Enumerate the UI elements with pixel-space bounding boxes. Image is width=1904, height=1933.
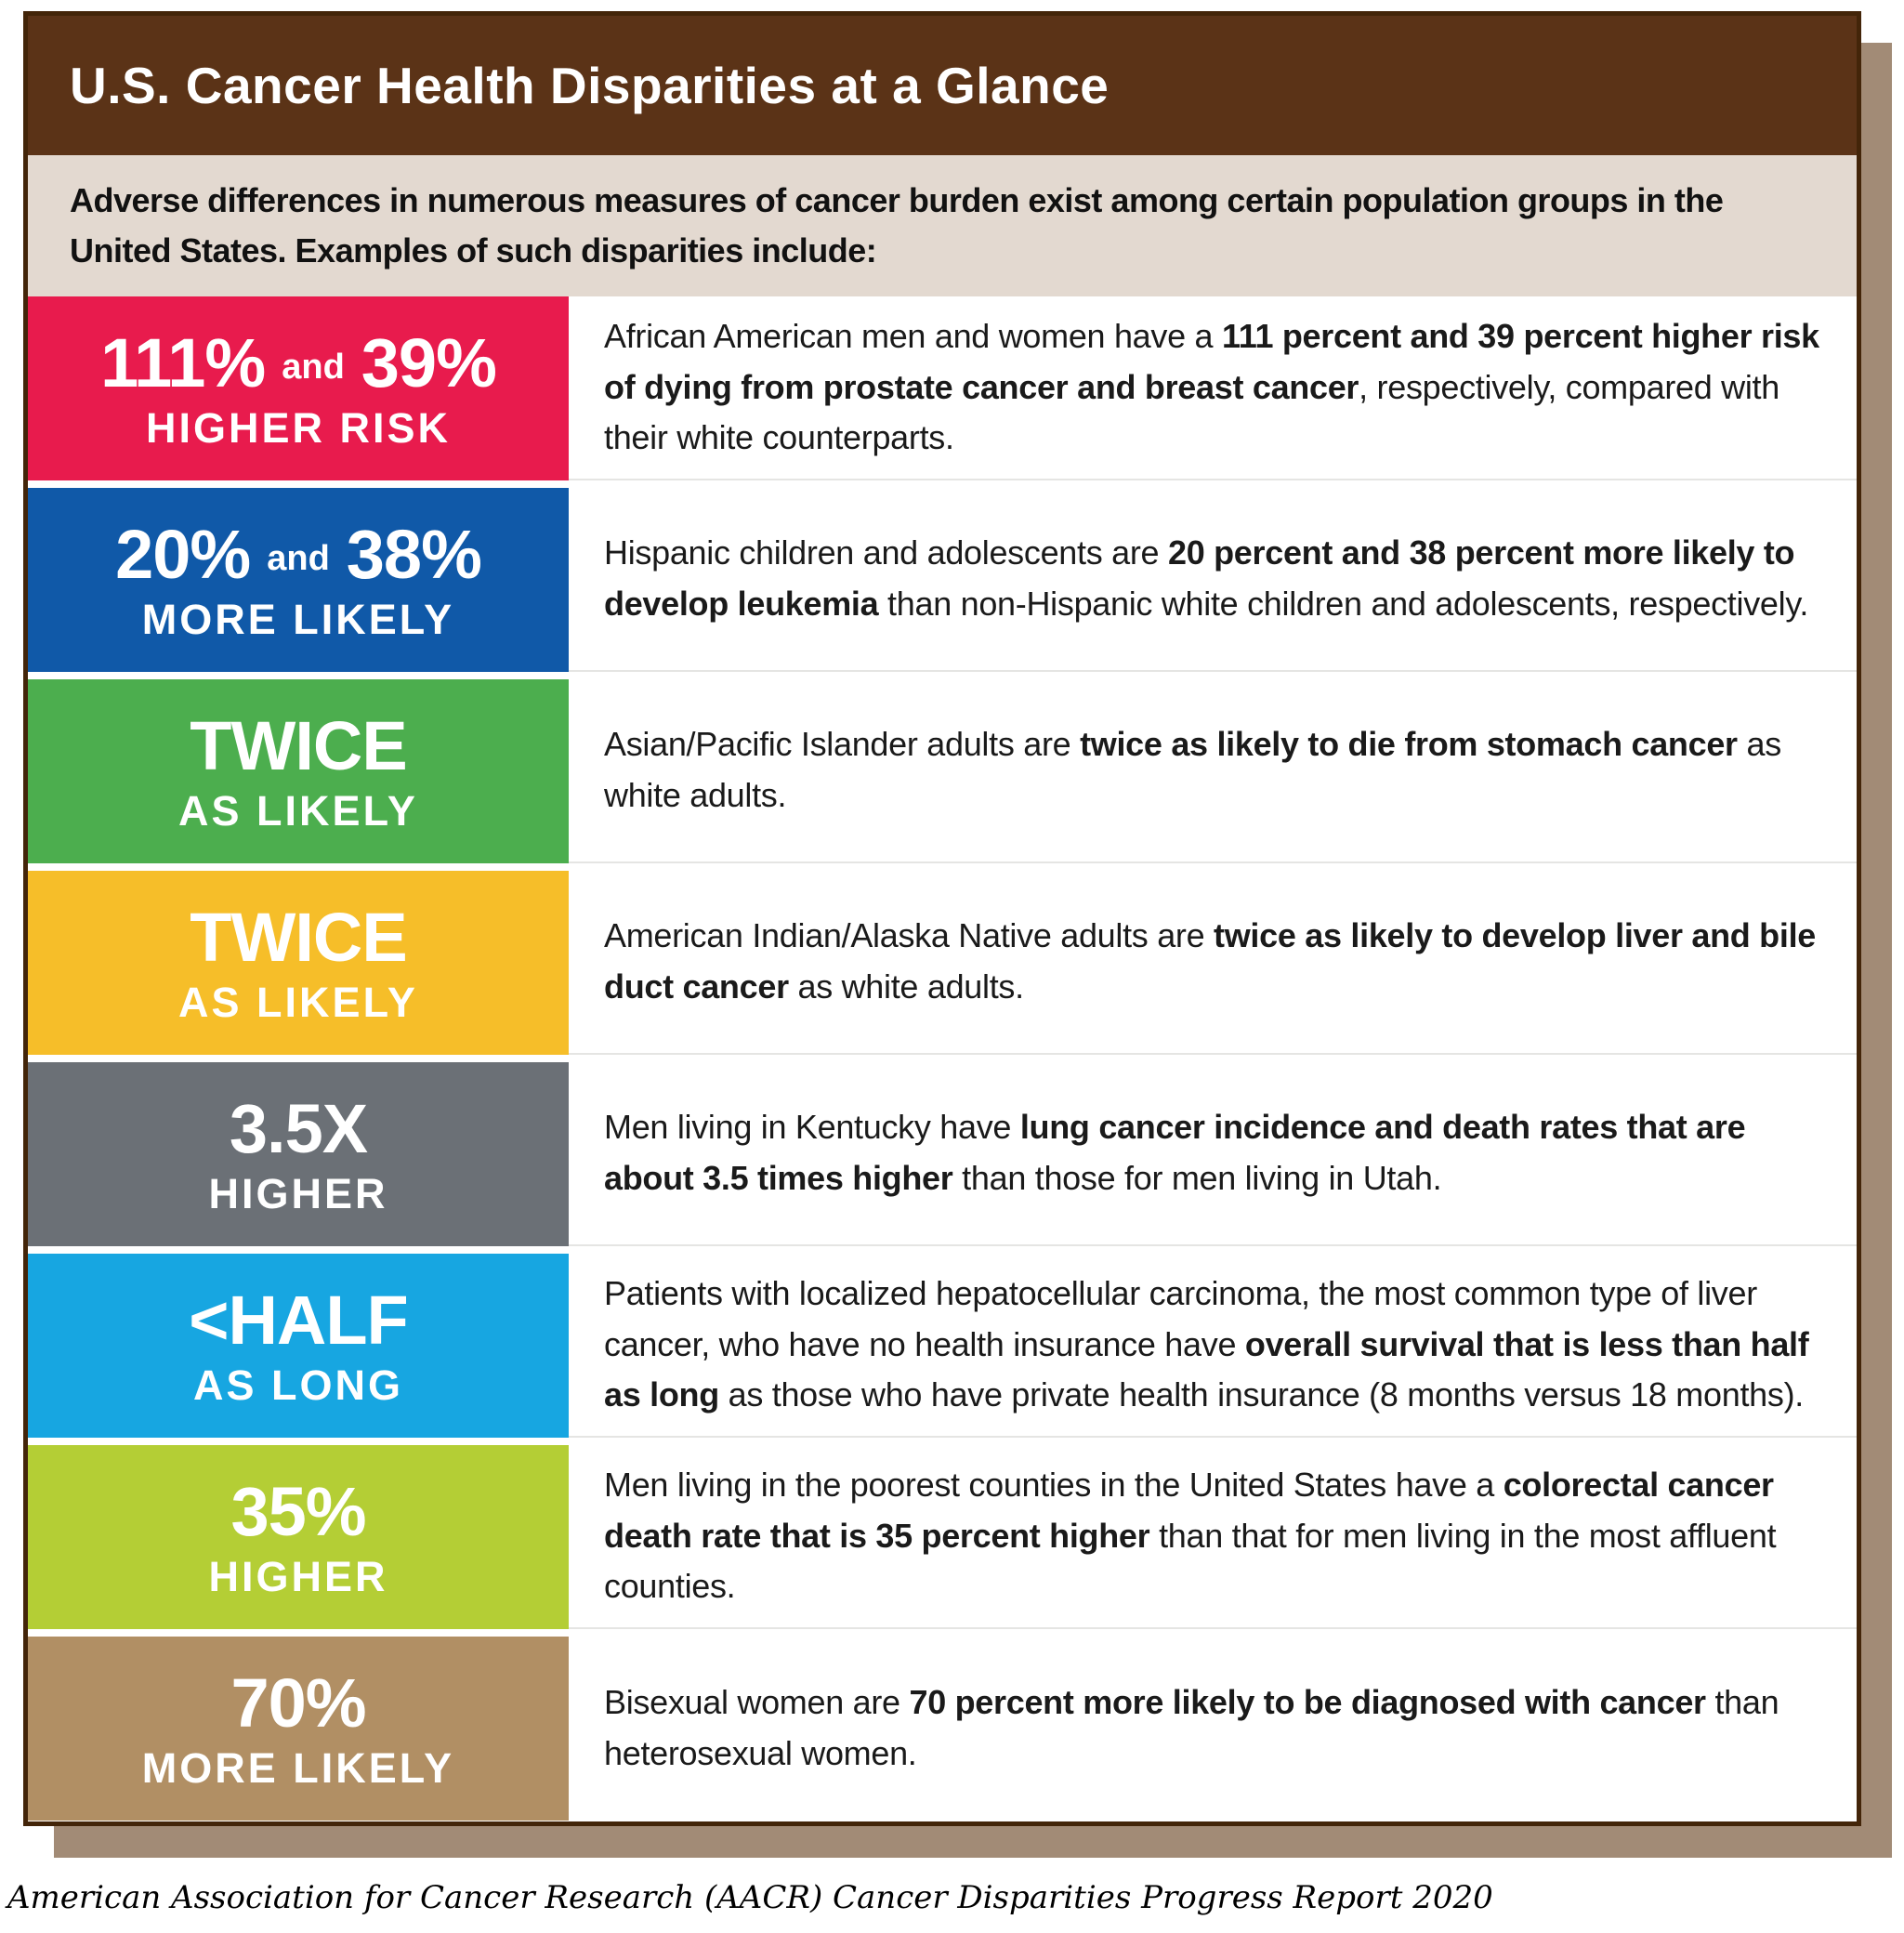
stat-label: AS LONG: [192, 1361, 403, 1409]
description-cell: Bisexual women are 70 percent more likel…: [569, 1637, 1857, 1821]
stat-value: 39%: [361, 323, 497, 401]
intro-text: Adverse differences in numerous measures…: [70, 181, 1724, 270]
description-cell: Patients with localized hepatocellular c…: [569, 1254, 1857, 1438]
stat-headline: TWICE: [190, 898, 407, 976]
stat-value: TWICE: [190, 706, 407, 784]
infographic-card: U.S. Cancer Health Disparities at a Glan…: [23, 11, 1861, 1826]
stat-value: <HALF: [189, 1281, 408, 1359]
description-cell: Asian/Pacific Islander adults are twice …: [569, 679, 1857, 863]
description-bold-segment: lung cancer incidence and death rates th…: [604, 1108, 1746, 1197]
description-segment: Patients with localized hepatocellular c…: [604, 1273, 1757, 1363]
description-segment: than heterosexual women.: [604, 1683, 1779, 1772]
stat-value: 70%: [230, 1663, 366, 1742]
description-segment: Men living in the poorest counties in th…: [604, 1465, 1504, 1504]
description-segment: Bisexual women are: [604, 1683, 910, 1722]
description-bold-segment: twice as likely to die from stomach canc…: [1080, 725, 1738, 764]
description-text: Men living in the poorest counties in th…: [604, 1460, 1829, 1612]
description-segment: than those for men living in Utah.: [952, 1159, 1442, 1197]
stat-box: TWICE AS LIKELY: [28, 679, 569, 863]
description-text: American Indian/Alaska Native adults are…: [604, 911, 1829, 1012]
stat-value: 20%: [115, 515, 251, 593]
stat-label: AS LIKELY: [178, 978, 418, 1026]
stat-box: 111% and 39% HIGHER RISK: [28, 296, 569, 480]
description-bold-segment: colorectal cancer death rate that is 35 …: [604, 1465, 1774, 1555]
description-cell: African American men and women have a 11…: [569, 296, 1857, 480]
description-text: Patients with localized hepatocellular c…: [604, 1269, 1829, 1421]
description-segment: than that for men living in the most aff…: [604, 1516, 1777, 1606]
description-cell: Men living in the poorest counties in th…: [569, 1445, 1857, 1629]
description-bold-segment: 70 percent more likely to be diagnosed w…: [909, 1683, 1706, 1722]
description-cell: American Indian/Alaska Native adults are…: [569, 871, 1857, 1055]
stat-box: 20% and 38% MORE LIKELY: [28, 488, 569, 672]
intro-banner: Adverse differences in numerous measures…: [28, 155, 1857, 296]
page-title: U.S. Cancer Health Disparities at a Glan…: [70, 57, 1110, 114]
stat-box: 35% HIGHER: [28, 1445, 569, 1629]
description-bold-segment: 20 percent and 38 percent more likely to…: [604, 533, 1795, 623]
stat-value: TWICE: [190, 898, 407, 976]
stat-value: 38%: [346, 515, 482, 593]
description-bold-segment: 111 percent and 39 percent higher risk o…: [604, 316, 1819, 406]
stat-headline: 111% and 39%: [100, 323, 497, 401]
disparity-row: 111% and 39% HIGHER RISK African American …: [28, 296, 1857, 480]
description-segment: Asian/Pacific Islander adults are: [604, 725, 1081, 764]
description-cell: Hispanic children and adolescents are 20…: [569, 488, 1857, 672]
disparity-row: TWICE AS LIKELY American Indian/Alaska N…: [28, 871, 1857, 1055]
description-text: African American men and women have a 11…: [604, 311, 1829, 464]
description-segment: American Indian/Alaska Native adults are: [604, 916, 1215, 955]
description-segment: , respectively, compared with their whit…: [604, 367, 1779, 457]
description-text: Men living in Kentucky have lung cancer …: [604, 1102, 1829, 1203]
description-segment: Hispanic children and adolescents are: [604, 533, 1168, 572]
description-text: Bisexual women are 70 percent more likel…: [604, 1677, 1829, 1779]
description-segment: Men living in Kentucky have: [604, 1108, 1020, 1147]
disparity-row: 20% and 38% MORE LIKELY Hispanic children …: [28, 488, 1857, 672]
description-bold-segment: twice as likely to develop liver and bil…: [604, 916, 1816, 1006]
disparity-row: <HALF AS LONG Patients with localized he…: [28, 1254, 1857, 1438]
stat-label: MORE LIKELY: [141, 595, 455, 643]
stat-box: 70% MORE LIKELY: [28, 1637, 569, 1821]
disparity-row: 35% HIGHER Men living in the poorest cou…: [28, 1445, 1857, 1629]
stat-value: 3.5X: [229, 1089, 368, 1167]
description-segment: as white adults.: [604, 725, 1781, 814]
description-cell: Men living in Kentucky have lung cancer …: [569, 1062, 1857, 1246]
stat-value: 35%: [230, 1472, 366, 1550]
description-segment: as white adults.: [788, 967, 1024, 1006]
stat-headline: 35%: [230, 1472, 366, 1550]
disparity-rows: 111% and 39% HIGHER RISK African American …: [28, 296, 1857, 1821]
stat-headline: 3.5X: [229, 1089, 368, 1167]
source-citation: American Association for Cancer Research…: [7, 1879, 1493, 1916]
stat-and-word: and: [282, 347, 345, 387]
stat-label: HIGHER: [208, 1552, 388, 1600]
stat-headline: <HALF: [189, 1281, 408, 1359]
stat-box: 3.5X HIGHER: [28, 1062, 569, 1246]
stat-box: TWICE AS LIKELY: [28, 871, 569, 1055]
stat-label: AS LIKELY: [178, 786, 418, 835]
stat-value: 111%: [100, 323, 266, 401]
stat-headline: 70%: [230, 1663, 366, 1742]
stat-headline: 20% and 38%: [115, 515, 482, 593]
description-segment: as those who have private health insuran…: [718, 1375, 1805, 1414]
stat-and-word: and: [267, 538, 330, 578]
stat-box: <HALF AS LONG: [28, 1254, 569, 1438]
description-segment: than non-Hispanic white children and ado…: [878, 585, 1809, 623]
stat-headline: TWICE: [190, 706, 407, 784]
description-text: Asian/Pacific Islander adults are twice …: [604, 719, 1829, 821]
stat-label: MORE LIKELY: [141, 1743, 455, 1792]
stat-label: HIGHER RISK: [145, 403, 452, 452]
description-text: Hispanic children and adolescents are 20…: [604, 528, 1829, 629]
stat-label: HIGHER: [208, 1169, 388, 1217]
disparity-row: TWICE AS LIKELY Asian/Pacific Islander a…: [28, 679, 1857, 863]
header-bar: U.S. Cancer Health Disparities at a Glan…: [28, 16, 1857, 155]
disparity-row: 70% MORE LIKELY Bisexual women are 70 pe…: [28, 1637, 1857, 1821]
description-bold-segment: overall survival that is less than half …: [604, 1324, 1809, 1414]
description-segment: African American men and women have a: [604, 316, 1222, 355]
disparity-row: 3.5X HIGHER Men living in Kentucky have …: [28, 1062, 1857, 1246]
